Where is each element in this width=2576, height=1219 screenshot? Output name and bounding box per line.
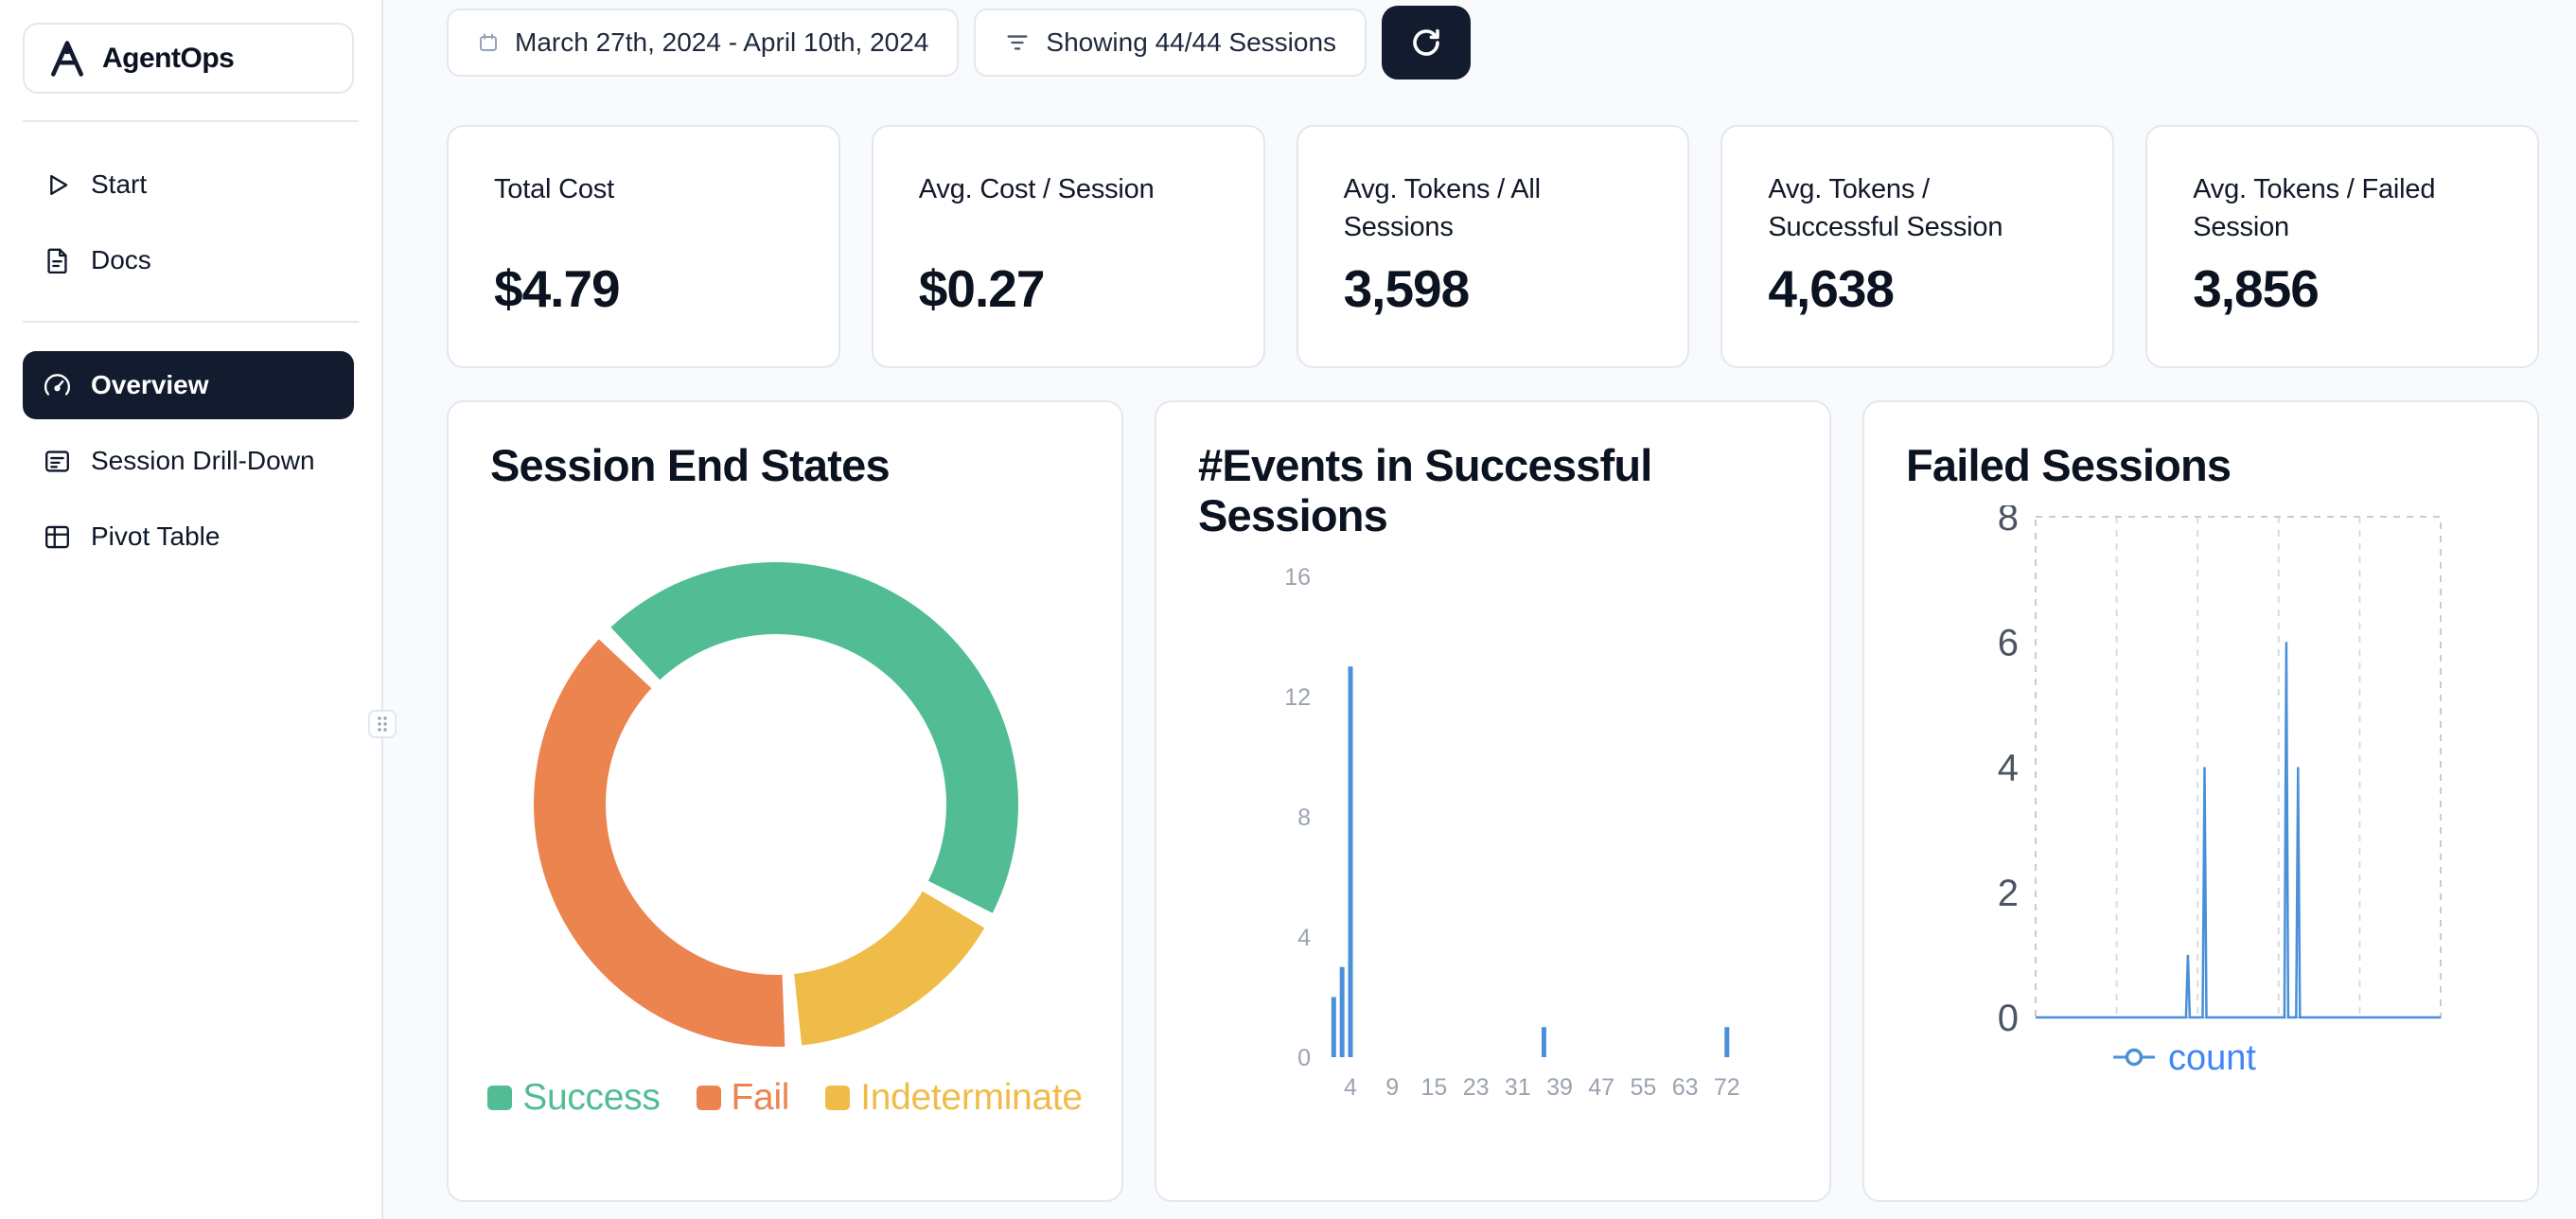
svg-text:23: 23: [1463, 1074, 1490, 1101]
session-end-states-donut[interactable]: [502, 522, 1069, 1073]
stat-value: 3,598: [1343, 259, 1471, 318]
svg-text:0: 0: [1297, 1045, 1311, 1071]
svg-text:31: 31: [1505, 1074, 1531, 1101]
svg-text:8: 8: [1297, 804, 1311, 831]
stats-row: Total Cost $4.79 Avg. Cost / Session $0.…: [447, 125, 2539, 368]
stat-label: Total Cost: [494, 174, 614, 204]
filter-icon: [1007, 35, 1028, 50]
legend-item-fail[interactable]: Fail: [696, 1077, 790, 1119]
svg-text:47: 47: [1588, 1074, 1614, 1101]
grip-dots-icon: [378, 716, 387, 732]
stat-card-avg-tokens-all: Avg. Tokens / All Sessions 3,598: [1296, 125, 1690, 368]
sidebar-item-label: Docs: [91, 245, 151, 274]
stat-label: Avg. Tokens / All Sessions: [1343, 174, 1542, 243]
svg-text:2: 2: [1998, 873, 2019, 914]
events-successful-sessions-card: #Events in Successful Sessions 0 4 8 12 16 4 9…: [1155, 400, 1831, 1202]
donut-wrap: [490, 507, 1080, 1073]
sidebar: AgentOps Start Docs Overview: [0, 0, 397, 1219]
drilldown-icon: [45, 450, 69, 472]
legend-label: Success: [522, 1077, 661, 1119]
chart-title: Failed Sessions: [1906, 440, 2232, 490]
svg-text:16: 16: [1284, 564, 1311, 591]
events-bar-chart[interactable]: 0 4 8 12 16 4 9 15 23 31 39 47 55 63 72: [1198, 556, 1794, 1142]
date-range-label: March 27th, 2024 - April 10th, 2024: [515, 27, 929, 57]
sidebar-item-start[interactable]: Start: [23, 150, 354, 219]
sidebar-item-label: Overview: [91, 370, 209, 399]
session-filter-button[interactable]: Showing 44/44 Sessions: [974, 9, 1367, 77]
svg-text:9: 9: [1385, 1074, 1399, 1101]
svg-text:count: count: [2168, 1038, 2256, 1078]
sidebar-item-label: Pivot Table: [91, 521, 221, 551]
toolbar: March 27th, 2024 - April 10th, 2024 Show…: [447, 6, 2539, 80]
stat-value: $4.79: [494, 259, 621, 318]
app-logo[interactable]: AgentOps: [23, 23, 354, 94]
stat-label: Avg. Cost / Session: [918, 174, 1155, 204]
svg-text:15: 15: [1420, 1074, 1447, 1101]
svg-text:6: 6: [1998, 622, 2019, 663]
svg-text:55: 55: [1630, 1074, 1656, 1101]
session-filter-label: Showing 44/44 Sessions: [1046, 27, 1337, 57]
svg-text:39: 39: [1546, 1074, 1573, 1101]
stat-card-avg-tokens-failed: Avg. Tokens / Failed Session 3,856: [2145, 125, 2539, 368]
sidebar-item-label: Session Drill-Down: [91, 446, 315, 475]
stat-value: $0.27: [918, 259, 1046, 318]
legend-swatch: [825, 1086, 851, 1111]
stat-card-avg-tokens-successful: Avg. Tokens / Successful Session 4,638: [1720, 125, 2115, 368]
sidebar-resize-handle[interactable]: [368, 710, 397, 738]
svg-text:0: 0: [1998, 998, 2019, 1039]
legend-swatch: [487, 1086, 513, 1111]
svg-text:8: 8: [1998, 505, 2019, 539]
svg-text:63: 63: [1672, 1074, 1699, 1101]
stat-value: 3,856: [2193, 259, 2320, 318]
sidebar-item-docs[interactable]: Docs: [23, 226, 354, 294]
agentops-logo-icon: [51, 40, 83, 77]
failed-sessions-chart[interactable]: 0 2 4 6 8 count: [1906, 505, 2501, 1111]
stat-card-total-cost: Total Cost $4.79: [447, 125, 840, 368]
sidebar-item-pivot-table[interactable]: Pivot Table: [23, 503, 354, 571]
svg-text:4: 4: [1297, 925, 1311, 951]
app-name: AgentOps: [102, 42, 235, 74]
failed-sessions-card: Failed Sessions 0 2 4 6 8 count: [1862, 400, 2539, 1202]
refresh-button[interactable]: [1382, 6, 1472, 80]
legend-item-indeterminate[interactable]: Indeterminate: [825, 1077, 1083, 1119]
donut-legend: Success Fail Indeterminate: [487, 1077, 1083, 1119]
document-icon: [47, 248, 67, 274]
svg-text:12: 12: [1284, 684, 1311, 711]
refresh-icon: [1413, 28, 1439, 56]
sidebar-item-session-drilldown[interactable]: Session Drill-Down: [23, 427, 354, 495]
legend-swatch: [696, 1086, 721, 1111]
chart-title: Session End States: [490, 440, 891, 490]
main-content: March 27th, 2024 - April 10th, 2024 Show…: [383, 0, 2576, 1219]
chart-title: #Events in Successful Sessions: [1198, 440, 1652, 541]
legend-label: Fail: [731, 1077, 790, 1119]
sidebar-divider: [23, 321, 359, 323]
pivot-table-icon: [45, 525, 69, 548]
date-range-button[interactable]: March 27th, 2024 - April 10th, 2024: [447, 9, 960, 77]
charts-row: Session End States Success Fail Indeterm…: [447, 400, 2539, 1202]
sidebar-item-label: Start: [91, 169, 148, 199]
stat-value: 4,638: [1768, 259, 1895, 318]
play-icon: [50, 174, 68, 195]
session-end-states-card: Session End States Success Fail Indeterm…: [447, 400, 1123, 1202]
stat-label: Avg. Tokens / Successful Session: [1768, 174, 2003, 243]
legend-label: Indeterminate: [860, 1077, 1083, 1119]
sidebar-item-overview[interactable]: Overview: [23, 351, 354, 419]
svg-text:4: 4: [1998, 748, 2019, 789]
calendar-icon: [480, 33, 497, 51]
sidebar-nav: Start Docs Overview Session Drill-Down: [23, 150, 359, 571]
svg-text:4: 4: [1344, 1074, 1357, 1101]
gauge-icon: [44, 373, 71, 396]
svg-text:72: 72: [1714, 1074, 1740, 1101]
stat-card-avg-cost-session: Avg. Cost / Session $0.27: [871, 125, 1265, 368]
sidebar-divider: [23, 120, 359, 122]
stat-label: Avg. Tokens / Failed Session: [2193, 174, 2436, 243]
legend-item-success[interactable]: Success: [487, 1077, 661, 1119]
